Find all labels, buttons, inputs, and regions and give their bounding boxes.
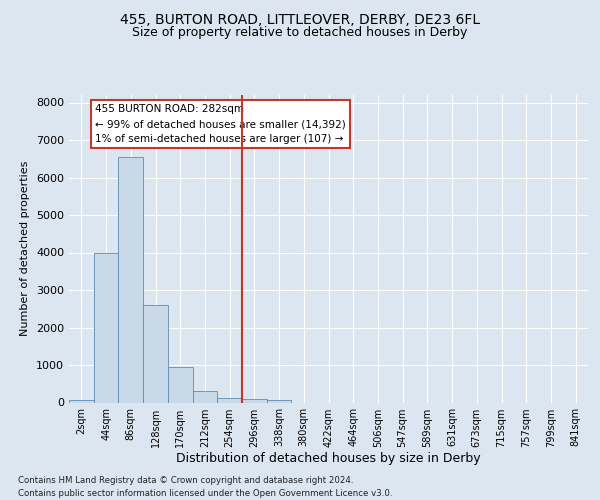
Bar — [94, 253, 118, 402]
Bar — [242, 399, 267, 402]
X-axis label: Distribution of detached houses by size in Derby: Distribution of detached houses by size … — [176, 452, 481, 466]
Bar — [143, 305, 168, 402]
Text: 455, BURTON ROAD, LITTLEOVER, DERBY, DE23 6FL: 455, BURTON ROAD, LITTLEOVER, DERBY, DE2… — [120, 12, 480, 26]
Bar — [168, 367, 193, 402]
Bar — [69, 400, 94, 402]
Text: Contains HM Land Registry data © Crown copyright and database right 2024.: Contains HM Land Registry data © Crown c… — [18, 476, 353, 485]
Text: 455 BURTON ROAD: 282sqm
← 99% of detached houses are smaller (14,392)
1% of semi: 455 BURTON ROAD: 282sqm ← 99% of detache… — [95, 104, 346, 144]
Bar — [267, 400, 292, 402]
Y-axis label: Number of detached properties: Number of detached properties — [20, 161, 31, 336]
Text: Size of property relative to detached houses in Derby: Size of property relative to detached ho… — [133, 26, 467, 39]
Bar — [118, 157, 143, 402]
Text: Contains public sector information licensed under the Open Government Licence v3: Contains public sector information licen… — [18, 489, 392, 498]
Bar — [217, 398, 242, 402]
Bar — [193, 391, 217, 402]
